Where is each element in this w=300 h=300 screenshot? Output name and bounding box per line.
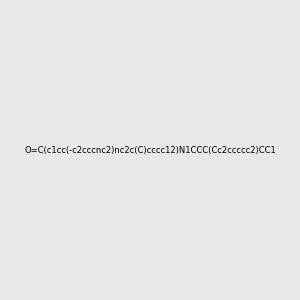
Text: O=C(c1cc(-c2cccnc2)nc2c(C)cccc12)N1CCC(Cc2ccccc2)CC1: O=C(c1cc(-c2cccnc2)nc2c(C)cccc12)N1CCC(C…: [24, 146, 276, 154]
